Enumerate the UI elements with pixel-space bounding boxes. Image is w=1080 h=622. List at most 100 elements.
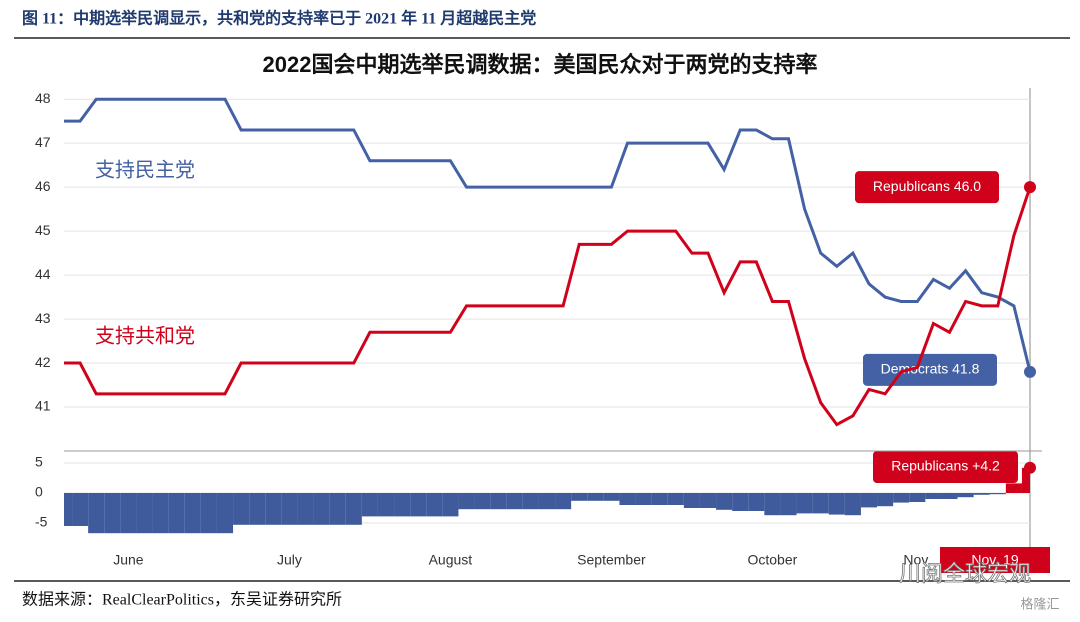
y-tick-label: 0 <box>35 484 43 500</box>
spread-bar <box>555 493 572 510</box>
spread-bar <box>603 493 620 501</box>
spread-bar <box>909 493 926 502</box>
x-tick-label: September <box>577 552 646 568</box>
watermark-brand: 格隆汇 <box>1020 596 1059 611</box>
end-point <box>1024 461 1036 474</box>
spread-bar <box>925 493 942 499</box>
spread-bar <box>297 493 314 525</box>
series-name: 支持共和党 <box>95 324 195 347</box>
spread-bar <box>216 493 234 534</box>
spread-bar <box>136 493 153 534</box>
spread-bar <box>506 493 523 510</box>
y-tick-label: 48 <box>35 90 51 106</box>
end-label: Republicans +4.2 <box>891 458 1000 474</box>
chart-title: 2022国会中期选举民调数据：美国民众对于两党的支持率 <box>263 52 818 77</box>
spread-bar <box>64 493 73 526</box>
plot: 41 42 43 44 45 46 47 48 支持民主党 Democrats 41.8 支持共和党… <box>35 88 1050 573</box>
watermark: 川阅全球宏观 <box>899 561 1031 586</box>
spread-bar <box>973 493 990 495</box>
spread-bar <box>104 493 121 534</box>
spread-bar <box>571 493 588 501</box>
spread-bar <box>345 493 362 525</box>
spread-bar <box>587 493 604 501</box>
end-point <box>1024 181 1036 194</box>
y-tick-label: 42 <box>35 354 51 370</box>
spread-bar <box>957 493 974 498</box>
x-tick-label: Nov. <box>903 552 931 568</box>
end-label-box <box>855 171 999 204</box>
spread-bar <box>860 493 878 508</box>
spread-bar <box>361 493 378 517</box>
spread-bar <box>764 493 781 516</box>
figure-caption: 图 11：中期选举民调显示，共和党的支持率已于 2021 年 11 月超越民主党 <box>22 9 536 28</box>
y-tick-label: 41 <box>35 398 51 414</box>
x-tick-label: Nov. 19 <box>971 552 1018 568</box>
spread-bar <box>120 493 137 534</box>
spread-bar <box>635 493 652 505</box>
x-tick-label: July <box>277 552 302 568</box>
spread-bar <box>619 493 636 505</box>
spread-bar <box>893 493 910 503</box>
y-tick-label: 47 <box>35 134 51 150</box>
spread-bar <box>152 493 169 534</box>
spread-bar <box>877 493 894 507</box>
spread-bar <box>200 493 217 534</box>
spread-bar <box>667 493 684 505</box>
series-line <box>64 97 1032 373</box>
spread-bar <box>410 493 427 517</box>
y-tick-label: 5 <box>35 454 43 470</box>
spread-bar <box>828 493 845 515</box>
x-tick-label: October <box>747 552 797 568</box>
spread-bar <box>989 493 1006 495</box>
source-note: 数据来源：RealClearPolitics，东吴证券研究所 <box>22 591 342 609</box>
spread-bar <box>651 493 668 505</box>
end-label: Democrats 41.8 <box>881 361 980 377</box>
spread-bar <box>716 493 733 510</box>
spread-bar <box>490 493 507 510</box>
spread-bar <box>458 493 475 510</box>
spread-bar <box>780 493 797 516</box>
spread-bar <box>1005 483 1022 493</box>
spread-bar <box>941 493 958 499</box>
spread-bar <box>732 493 749 511</box>
spread-bar <box>249 493 266 525</box>
spread-bar <box>313 493 330 525</box>
spread-bar <box>844 493 861 516</box>
spread-bar <box>522 493 539 510</box>
end-label-box <box>873 451 1018 483</box>
spread-bar <box>233 493 250 525</box>
spread-bar <box>329 493 346 525</box>
spread-bar <box>377 493 395 517</box>
spread-bar <box>699 493 717 508</box>
y-tick-label: -5 <box>35 514 48 530</box>
spread-bar <box>168 493 185 534</box>
y-tick-label: 44 <box>35 266 51 282</box>
end-date-box <box>940 547 1050 573</box>
y-tick-label: 46 <box>35 178 51 194</box>
series-line <box>64 186 1032 427</box>
spread-bar <box>474 493 491 510</box>
spread-bar <box>72 493 89 526</box>
spread-bar <box>538 493 556 510</box>
series-name: 支持民主党 <box>95 158 195 181</box>
spread-bar <box>748 493 765 511</box>
spread-bar <box>1021 467 1030 493</box>
x-tick-label: June <box>113 552 144 568</box>
spread-bar <box>265 493 282 525</box>
spread-bar <box>683 493 700 508</box>
spread-bar <box>394 493 411 517</box>
spread-bar <box>88 493 105 534</box>
spread-bar <box>796 493 813 514</box>
spread-bar <box>281 493 298 525</box>
spread-bar <box>184 493 201 534</box>
end-label: Republicans 46.0 <box>873 178 981 194</box>
y-tick-label: 43 <box>35 310 51 326</box>
y-tick-label: 45 <box>35 222 51 238</box>
end-point <box>1024 365 1036 378</box>
x-tick-label: August <box>429 552 473 568</box>
spread-bar <box>812 493 829 514</box>
spread-bar <box>442 493 459 517</box>
spread-bar <box>426 493 443 517</box>
